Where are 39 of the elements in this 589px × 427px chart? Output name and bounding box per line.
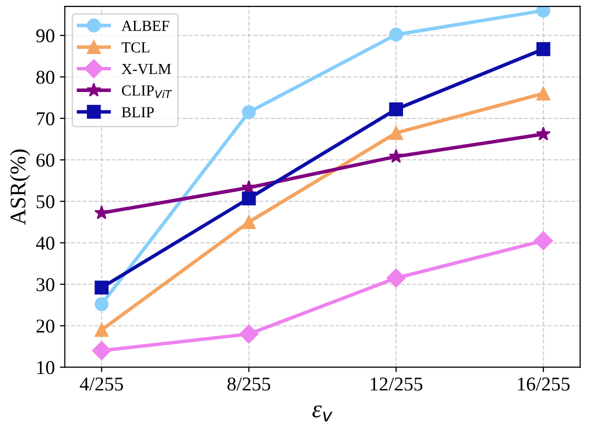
point: [389, 28, 404, 42]
point: [242, 215, 256, 230]
y-tick-label: 40: [36, 236, 54, 250]
point: [94, 322, 109, 337]
point: [389, 102, 404, 116]
y-tick-label: 10: [37, 361, 54, 374]
x-tick-label: 12/255: [370, 378, 422, 391]
legend-label: CLIP$_{ViT}$: [122, 85, 172, 98]
y-tick-label: 60: [36, 154, 54, 167]
point: [534, 231, 553, 250]
point: [536, 126, 551, 140]
legend-label: TCL: [122, 42, 150, 53]
point: [92, 341, 112, 360]
point: [536, 6, 550, 18]
point: [536, 42, 550, 56]
x-tick-label: 8/255: [227, 378, 270, 391]
x-tick-label: 16/255: [518, 378, 570, 391]
point: [94, 297, 109, 312]
point: [386, 268, 406, 288]
point: [536, 86, 550, 100]
point: [242, 191, 256, 206]
legend-label: ALBEF: [121, 20, 170, 31]
y-tick-label: 20: [36, 320, 54, 333]
point: [242, 105, 256, 120]
y-tick-label: 80: [36, 70, 54, 84]
point: [94, 280, 109, 295]
point: [388, 148, 404, 163]
x-tick-label: 4/255: [80, 378, 123, 391]
point: [389, 126, 404, 140]
y-axis-title: ASR(%): [10, 150, 30, 225]
legend-label: X-VLM: [122, 64, 171, 74]
y-tick-label: 70: [36, 112, 54, 126]
y-tick-label: 90: [36, 29, 54, 42]
legend-label: BLIP: [122, 107, 154, 118]
y-tick-label: 30: [36, 278, 54, 292]
x-axis-title: ε$_{v}$: [312, 405, 333, 422]
point: [94, 205, 109, 220]
y-tick-label: 50: [36, 195, 54, 208]
point: [239, 324, 258, 344]
